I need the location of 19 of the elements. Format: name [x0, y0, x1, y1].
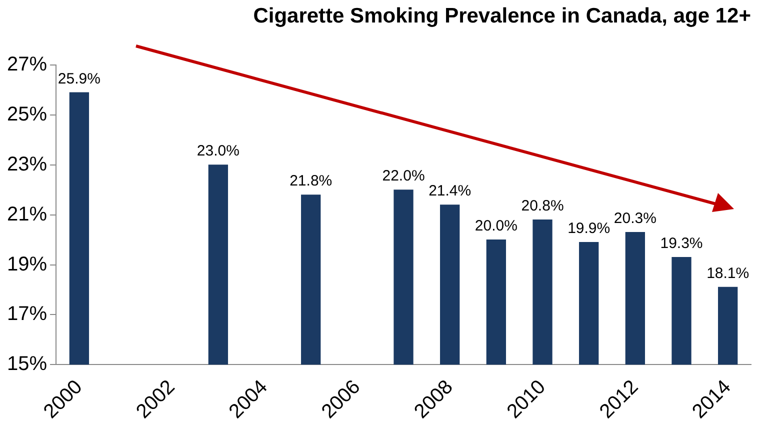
y-tick-label: 21% [7, 203, 48, 226]
chart-title: Cigarette Smoking Prevalence in Canada, age 12+ [253, 4, 751, 28]
data-label: 19.3% [660, 234, 703, 252]
data-label: 18.1% [706, 264, 750, 282]
y-tick-label: 27% [7, 54, 48, 76]
data-label: 21.4% [428, 182, 472, 200]
data-label: 21.8% [290, 172, 332, 190]
data-label: 20.3% [614, 210, 656, 227]
data-label: 25.9% [58, 70, 100, 88]
data-label: 22.0% [382, 168, 425, 185]
data-label: 23.0% [196, 142, 240, 160]
y-tick-label: 15% [7, 353, 48, 376]
y-tick-label: 23% [7, 154, 48, 176]
y-tick-label: 25% [7, 104, 48, 126]
data-label: 20.0% [474, 217, 518, 234]
y-tick-label: 19% [7, 253, 48, 276]
data-label: 20.8% [521, 198, 564, 215]
data-label: 19.9% [568, 220, 610, 237]
y-tick-label: 17% [7, 303, 48, 326]
